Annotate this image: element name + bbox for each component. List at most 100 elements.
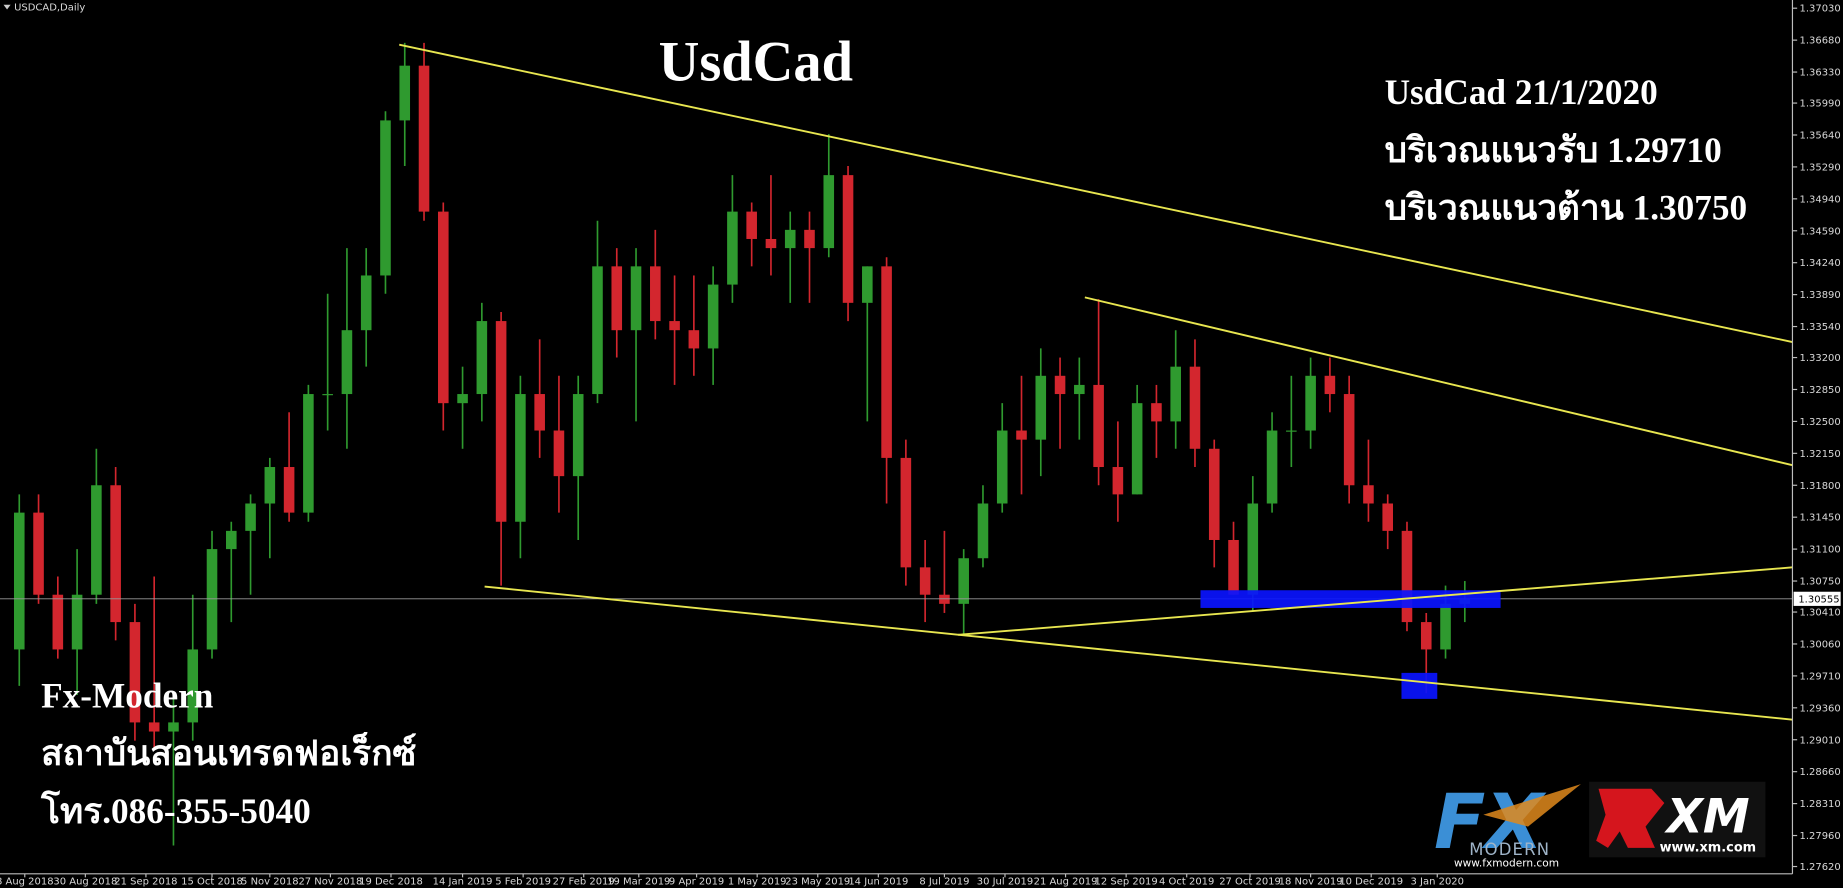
candle-body bbox=[283, 467, 295, 513]
candle-body bbox=[1324, 375, 1336, 395]
x-tick-label: 23 May 2019 bbox=[785, 876, 850, 887]
y-tick-label: 1.29710 bbox=[1800, 671, 1841, 682]
candle-body bbox=[1035, 375, 1047, 440]
y-tick-label: 1.30060 bbox=[1800, 639, 1841, 650]
candle-body bbox=[1343, 394, 1355, 486]
y-tick-label: 1.37030 bbox=[1800, 4, 1841, 15]
x-tick-label: 4 Oct 2019 bbox=[1159, 876, 1214, 887]
candle-body bbox=[1074, 384, 1085, 395]
candle-body bbox=[129, 622, 141, 723]
y-tick-label: 1.36330 bbox=[1800, 68, 1841, 79]
y-tick-label: 1.29360 bbox=[1800, 703, 1841, 714]
candle-body bbox=[418, 65, 430, 212]
x-tick-label: 30 Aug 2018 bbox=[53, 876, 117, 887]
xm-logo-text: XM bbox=[1664, 789, 1750, 844]
candle-body bbox=[1420, 622, 1432, 650]
candle-body bbox=[553, 430, 565, 477]
candle-body bbox=[515, 394, 526, 522]
y-tick-label: 1.32850 bbox=[1800, 385, 1841, 396]
candle-body bbox=[862, 266, 873, 303]
candle-body bbox=[669, 321, 680, 331]
support-resistance-zone bbox=[1200, 590, 1501, 608]
x-tick-label: 21 Sep 2018 bbox=[114, 876, 177, 887]
candle-body bbox=[534, 394, 545, 431]
symbol-menu-icon bbox=[3, 4, 11, 10]
x-tick-label: 27 Feb 2019 bbox=[553, 876, 615, 887]
candle-body bbox=[1401, 530, 1413, 623]
x-tick-label: 10 Dec 2019 bbox=[1339, 876, 1403, 887]
annotation: บริเวณแนวต้าน 1.30750 bbox=[1385, 189, 1748, 228]
y-tick-label: 1.27620 bbox=[1800, 862, 1841, 873]
candle-body bbox=[1170, 366, 1181, 422]
candle-body bbox=[341, 330, 353, 395]
x-tick-label: 27 Nov 2018 bbox=[298, 876, 362, 887]
y-tick-label: 1.29010 bbox=[1800, 735, 1841, 746]
candle-body bbox=[630, 266, 642, 331]
chart-title: UsdCad bbox=[659, 31, 853, 93]
candle-body bbox=[765, 238, 777, 249]
candle-body bbox=[592, 266, 603, 395]
y-tick-label: 1.34590 bbox=[1800, 226, 1841, 237]
y-tick-label: 1.32150 bbox=[1800, 449, 1841, 460]
candle-body bbox=[457, 394, 468, 404]
candle-body bbox=[1266, 430, 1278, 504]
y-tick-label: 1.27960 bbox=[1800, 831, 1841, 842]
y-tick-label: 1.33200 bbox=[1800, 353, 1841, 364]
y-tick-label: 1.28310 bbox=[1800, 799, 1841, 810]
y-tick-label: 1.36680 bbox=[1800, 36, 1841, 47]
candle-body bbox=[187, 649, 199, 723]
x-tick-label: 9 Apr 2019 bbox=[669, 876, 724, 887]
candle-body bbox=[611, 266, 623, 331]
xm-logo-mark bbox=[1596, 788, 1665, 848]
candle-body bbox=[110, 485, 121, 623]
x-tick-label: 12 Sep 2019 bbox=[1095, 876, 1158, 887]
y-tick-label: 1.35990 bbox=[1800, 99, 1841, 110]
x-tick-label: 8 Jul 2019 bbox=[919, 876, 969, 887]
candle-body bbox=[823, 175, 835, 249]
candle-body bbox=[13, 512, 25, 650]
annotation: บริเวณแนวรับ 1.29710 bbox=[1385, 131, 1722, 170]
candle-body bbox=[977, 503, 989, 559]
candle-body bbox=[399, 65, 411, 121]
candle-body bbox=[900, 457, 912, 568]
annotation: UsdCad 21/1/2020 bbox=[1385, 73, 1658, 112]
candle-body bbox=[1189, 366, 1201, 449]
candle-body bbox=[1151, 403, 1162, 422]
candle-body bbox=[727, 211, 738, 285]
candle-body bbox=[380, 120, 391, 276]
trendline bbox=[1084, 296, 1793, 467]
x-tick-label: 1 May 2019 bbox=[728, 876, 787, 887]
candle-body bbox=[303, 394, 314, 513]
candle-body bbox=[495, 321, 507, 522]
candle-body bbox=[919, 567, 931, 595]
y-tick-label: 1.34240 bbox=[1800, 258, 1841, 269]
y-tick-label: 1.33890 bbox=[1800, 290, 1841, 301]
xm-logo: XM www.xm.com bbox=[1589, 781, 1766, 858]
candle-body bbox=[1016, 430, 1027, 440]
y-tick-label: 1.33540 bbox=[1800, 322, 1841, 333]
fxmodern-logo: FX MODERN www.fxmodern.com bbox=[1434, 778, 1581, 870]
symbol-label: USDCAD,Daily bbox=[14, 3, 85, 14]
candle-body bbox=[842, 175, 854, 303]
x-tick-label: 18 Nov 2019 bbox=[1279, 876, 1343, 887]
candle-body bbox=[881, 266, 892, 458]
x-tick-label: 15 Oct 2018 bbox=[181, 876, 243, 887]
candle-body bbox=[1131, 403, 1143, 495]
candle-body bbox=[1382, 503, 1393, 531]
candle-body bbox=[168, 722, 179, 732]
candle-body bbox=[225, 530, 237, 550]
candle-body bbox=[71, 594, 83, 650]
candle-body bbox=[784, 229, 796, 249]
candle-body bbox=[52, 594, 64, 650]
trendline bbox=[958, 566, 1793, 636]
x-tick-label: 14 Jan 2019 bbox=[433, 876, 493, 887]
candle-body bbox=[438, 211, 449, 404]
y-tick-label: 1.35640 bbox=[1800, 131, 1841, 142]
y-tick-label: 1.34940 bbox=[1800, 194, 1841, 205]
candle-body bbox=[1208, 448, 1220, 540]
candle-body bbox=[572, 394, 584, 477]
y-tick-label: 1.31450 bbox=[1800, 513, 1841, 524]
y-tick-label: 1.30750 bbox=[1800, 577, 1841, 588]
candle-body bbox=[360, 275, 372, 331]
